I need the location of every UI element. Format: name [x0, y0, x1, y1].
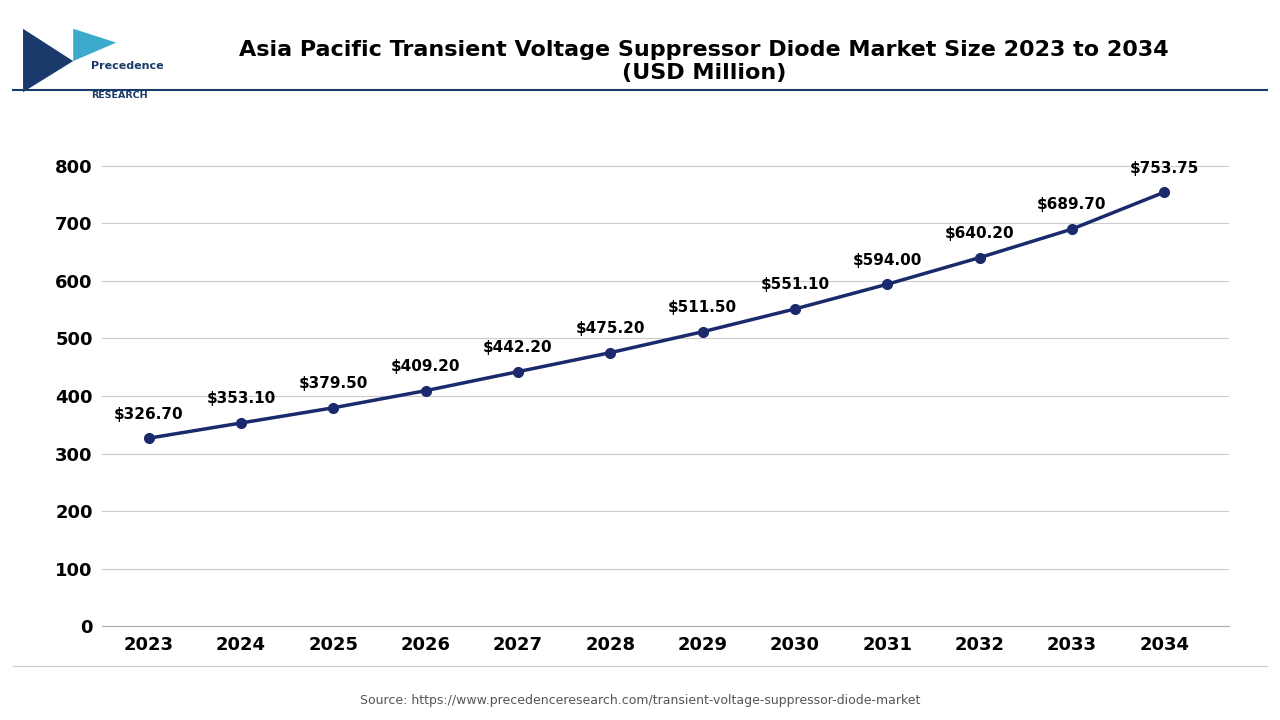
Text: $511.50: $511.50 — [668, 300, 737, 315]
Text: $353.10: $353.10 — [206, 392, 275, 406]
Polygon shape — [23, 29, 73, 92]
Text: Source: https://www.precedenceresearch.com/transient-voltage-suppressor-diode-ma: Source: https://www.precedenceresearch.c… — [360, 694, 920, 707]
Text: $689.70: $689.70 — [1037, 197, 1107, 212]
Text: $551.10: $551.10 — [760, 277, 829, 292]
Text: $475.20: $475.20 — [576, 321, 645, 336]
Text: $594.00: $594.00 — [852, 253, 922, 268]
Text: $640.20: $640.20 — [945, 226, 1014, 241]
Text: $326.70: $326.70 — [114, 407, 183, 421]
Text: $442.20: $442.20 — [483, 340, 553, 355]
Text: Precedence: Precedence — [91, 60, 164, 71]
Text: $753.75: $753.75 — [1129, 161, 1199, 176]
Text: $409.20: $409.20 — [390, 359, 461, 374]
Polygon shape — [73, 29, 116, 61]
Text: RESEARCH: RESEARCH — [91, 91, 147, 100]
Text: Asia Pacific Transient Voltage Suppressor Diode Market Size 2023 to 2034
(USD Mi: Asia Pacific Transient Voltage Suppresso… — [239, 40, 1169, 83]
Text: $379.50: $379.50 — [298, 376, 367, 391]
